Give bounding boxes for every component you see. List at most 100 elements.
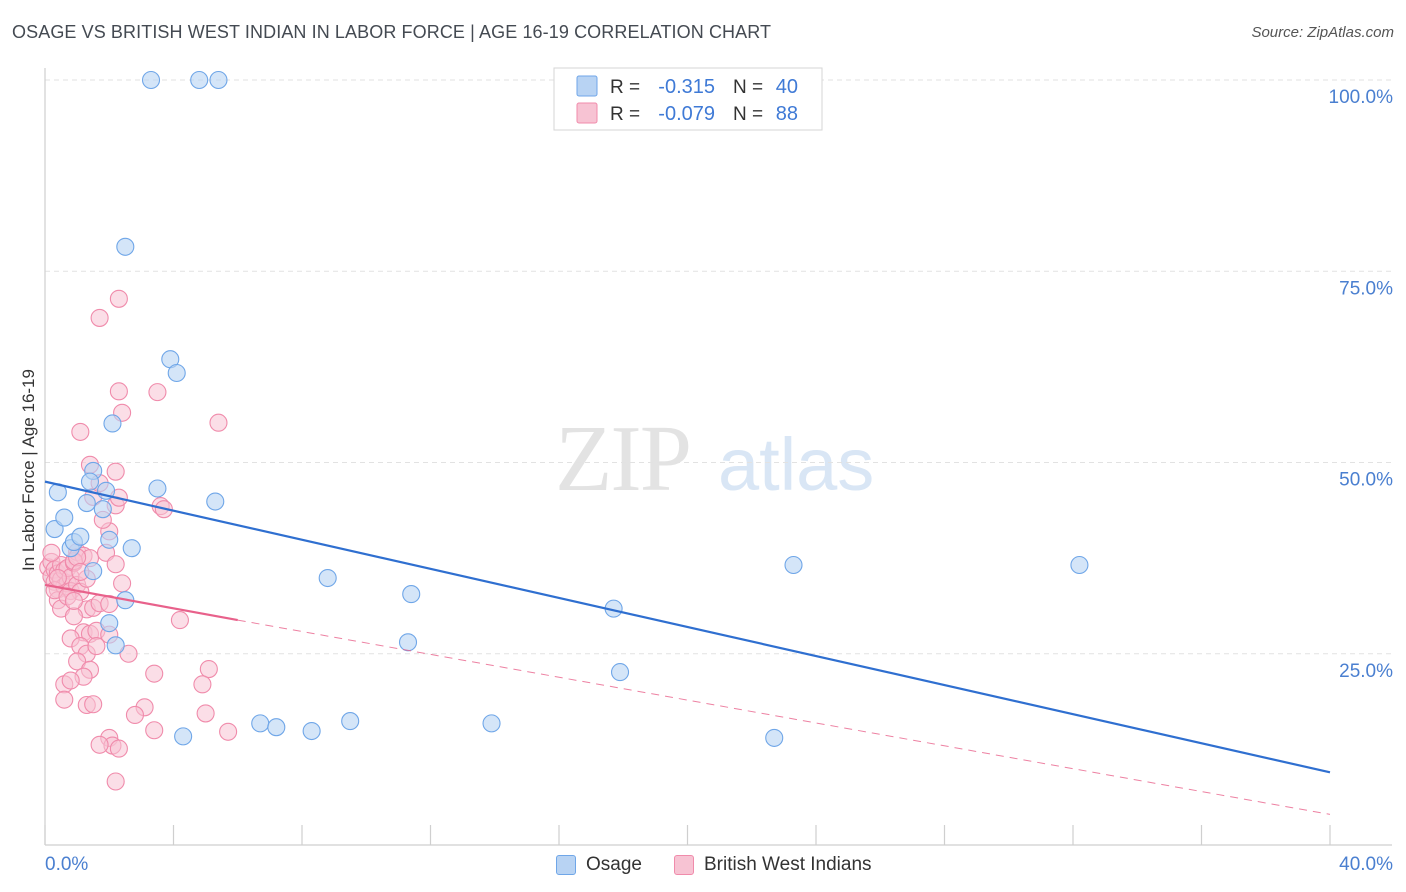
data-point xyxy=(267,718,286,737)
legend-bottom: Osage British West Indians xyxy=(556,852,894,878)
legend-n-value: 40 xyxy=(776,76,798,98)
data-point xyxy=(116,237,135,256)
y-tick-label: 25.0% xyxy=(1339,661,1393,682)
data-point xyxy=(90,735,109,754)
data-point xyxy=(106,462,125,481)
x-tick-labels: 0.0% 40.0% xyxy=(45,854,1393,875)
data-point xyxy=(398,633,418,652)
data-point xyxy=(100,530,119,549)
y-tick-label: 75.0% xyxy=(1339,278,1393,299)
legend-n-value: 88 xyxy=(776,103,798,125)
data-point xyxy=(61,671,80,690)
data-point xyxy=(196,704,215,723)
data-point xyxy=(93,500,112,519)
data-point xyxy=(90,308,109,327)
legend-swatch-british-west-indians xyxy=(673,855,694,875)
data-point xyxy=(109,739,128,758)
legend-box xyxy=(553,67,823,131)
legend-r-value: -0.315 xyxy=(658,76,715,98)
data-point xyxy=(106,772,125,791)
data-point xyxy=(219,722,238,741)
data-point xyxy=(482,714,501,733)
data-point xyxy=(119,644,138,663)
data-point xyxy=(68,652,87,671)
data-point xyxy=(42,543,61,562)
data-point xyxy=(190,70,209,90)
legend-item-british-west-indians: British West Indians xyxy=(673,854,872,876)
data-point xyxy=(148,479,167,498)
data-point xyxy=(199,659,218,679)
data-point xyxy=(103,414,122,433)
legend-n-label: N = xyxy=(733,104,763,125)
y-tick-label: 50.0% xyxy=(1339,470,1393,491)
data-point xyxy=(64,607,83,626)
data-point xyxy=(100,614,119,633)
data-point xyxy=(302,721,321,741)
data-point xyxy=(341,712,360,731)
data-point xyxy=(113,574,132,593)
data-point xyxy=(55,690,74,709)
series-osage xyxy=(45,70,1089,747)
y-tick-labels: 25.0% 50.0% 75.0% 100.0% xyxy=(1329,87,1394,682)
data-point xyxy=(1070,555,1089,575)
data-point xyxy=(167,363,186,383)
data-point xyxy=(170,611,189,630)
data-point xyxy=(87,637,106,656)
data-point xyxy=(209,70,228,90)
legend-label-osage: Osage xyxy=(586,854,642,875)
axes xyxy=(44,68,1392,846)
data-point xyxy=(122,539,141,558)
trend-line-osage xyxy=(44,480,1331,774)
legend-r-label: R = xyxy=(610,104,640,125)
data-point xyxy=(174,727,193,746)
y-tick-label: 100.0% xyxy=(1329,87,1394,108)
data-point xyxy=(80,472,100,491)
trend-line-extension xyxy=(237,619,1331,815)
data-point xyxy=(193,675,212,694)
legend-stats-swatch xyxy=(576,102,598,124)
chart-source: Source: ZipAtlas.com xyxy=(1251,24,1394,41)
data-point xyxy=(109,289,128,308)
data-point xyxy=(84,562,103,581)
x-tick-label: 40.0% xyxy=(1339,854,1393,875)
watermark-zip: ZIP xyxy=(555,407,690,511)
grid-lines xyxy=(45,79,1392,655)
data-point xyxy=(125,705,144,725)
legend-label-british-west-indians: British West Indians xyxy=(703,854,872,875)
legend-stats: R = -0.315 N = 40 R = -0.079 N = 88 xyxy=(553,67,823,131)
legend-item-osage: Osage xyxy=(556,854,642,876)
data-point xyxy=(145,664,164,683)
chart-title: OSAGE VS BRITISH WEST INDIAN IN LABOR FO… xyxy=(12,22,772,42)
legend-r-label: R = xyxy=(610,77,640,98)
data-point xyxy=(318,568,337,588)
legend-r-value: -0.079 xyxy=(658,103,715,125)
data-point xyxy=(106,636,125,655)
data-point xyxy=(64,591,83,611)
watermark-atlas: atlas xyxy=(718,423,874,506)
x-tick-label: 0.0% xyxy=(45,854,88,875)
data-point xyxy=(765,728,784,747)
watermark: ZIP atlas xyxy=(555,407,874,511)
data-point xyxy=(141,70,161,90)
data-point xyxy=(71,527,90,546)
y-axis-label: In Labor Force | Age 16-19 xyxy=(19,369,38,571)
data-point xyxy=(109,382,128,401)
trend-line-british-west-indians xyxy=(44,583,238,622)
data-point xyxy=(402,585,421,604)
data-point xyxy=(610,663,630,682)
data-point xyxy=(145,721,164,740)
data-point xyxy=(71,422,90,441)
data-point xyxy=(251,714,270,733)
data-point xyxy=(48,568,67,588)
legend-swatch-osage xyxy=(556,855,576,875)
data-point xyxy=(55,508,74,527)
data-point xyxy=(106,555,125,574)
legend-n-label: N = xyxy=(733,77,763,98)
trend-lines xyxy=(44,480,1331,815)
data-point xyxy=(209,413,228,432)
data-point xyxy=(784,555,803,575)
data-point xyxy=(77,493,96,513)
legend-stats-swatch xyxy=(576,75,598,97)
data-point xyxy=(84,695,103,714)
